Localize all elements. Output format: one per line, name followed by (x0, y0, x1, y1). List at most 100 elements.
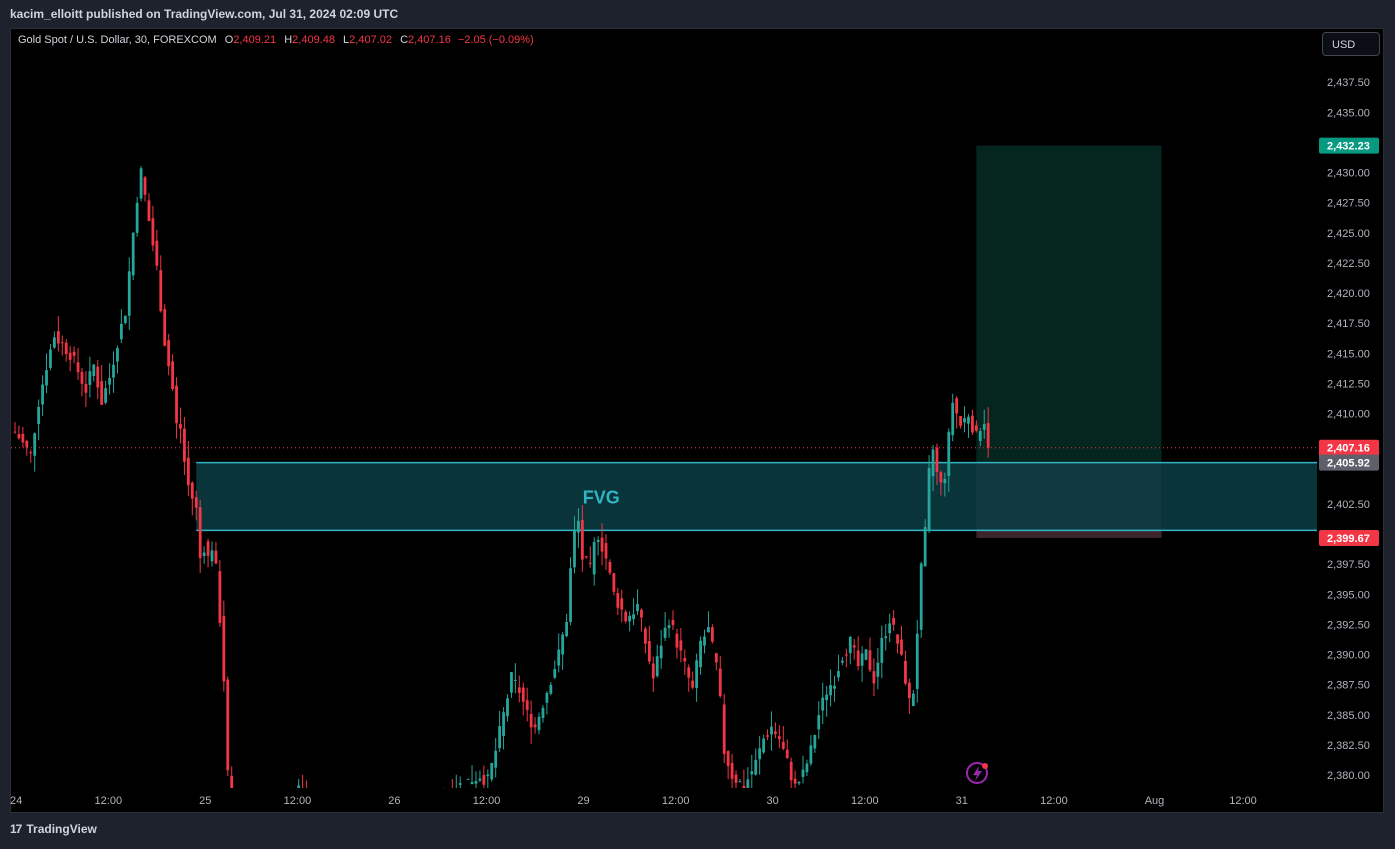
candle-body (624, 611, 628, 622)
candle-body (809, 745, 813, 764)
candle-body (25, 440, 29, 448)
fvg-zone (196, 462, 1318, 531)
y-tick-label: 2,437.50 (1327, 77, 1370, 89)
y-tick-label: 2,420.00 (1327, 288, 1370, 300)
candle-body (628, 615, 632, 622)
candle-body (76, 362, 80, 373)
candle-body (41, 384, 44, 405)
candle-body (163, 309, 167, 346)
candle-body (659, 645, 663, 659)
candle-body (116, 348, 119, 362)
candle-body (707, 627, 710, 633)
candle-body (521, 687, 525, 702)
fvg-label: FVG (583, 488, 620, 508)
candle-body (884, 636, 888, 639)
candle-body (72, 351, 76, 356)
target-price-badge-bg (1319, 137, 1379, 154)
candle-body (758, 748, 762, 760)
candle-body (218, 571, 222, 623)
candle-body (931, 449, 935, 477)
candle-body (49, 349, 52, 368)
y-tick-label: 2,430.00 (1327, 168, 1370, 180)
candle-body (817, 715, 821, 730)
candle-body (746, 779, 750, 788)
candle-body (470, 781, 474, 785)
candle-body (127, 271, 131, 316)
candle-body (159, 270, 163, 312)
candle-body (699, 640, 702, 668)
legend-close-value: 2,407.16 (408, 34, 451, 46)
candle-body (537, 716, 541, 731)
candle-body (848, 636, 852, 654)
legend-high-label: H (284, 34, 293, 46)
candle-body (60, 342, 64, 344)
y-tick-label: 2,412.50 (1327, 378, 1370, 390)
candle-body (517, 687, 521, 693)
candle-body (978, 431, 982, 441)
candle-body (541, 707, 545, 718)
candle-body (183, 428, 186, 462)
candle-body (396, 837, 399, 838)
y-tick-label: 2,397.50 (1327, 559, 1370, 571)
candle-body (718, 668, 722, 697)
candle-body (64, 342, 68, 354)
candle-body (190, 482, 194, 499)
y-tick-label: 2,392.50 (1327, 619, 1370, 631)
candle-body (317, 831, 320, 843)
x-tick-label: 12:00 (1229, 795, 1257, 807)
candle-body (577, 520, 580, 533)
candle-body (352, 828, 355, 836)
candle-body (466, 778, 470, 780)
legend-symbol: Gold Spot / U.S. Dollar, 30, FOREXCOM (18, 34, 217, 46)
candle-body (143, 177, 147, 195)
x-tick-label: 12:00 (662, 795, 690, 807)
x-tick-label: 12:00 (851, 795, 879, 807)
candle-body (565, 621, 568, 637)
candle-body (392, 830, 395, 836)
candle-body (167, 340, 171, 367)
candle-body (494, 750, 498, 768)
candle-body (860, 653, 864, 666)
last-price-badge: 2,407.16 (1327, 443, 1370, 455)
candle-body (963, 418, 966, 423)
candle-body (80, 371, 84, 384)
candle-body (68, 352, 72, 360)
candle-body (671, 619, 675, 626)
candle-body (935, 447, 939, 472)
target-price-badge: 2,432.23 (1327, 141, 1370, 153)
candle-body (841, 660, 844, 663)
candle-body (380, 825, 383, 832)
candle-body (777, 736, 781, 740)
candle-body (927, 467, 931, 531)
y-tick-label: 2,435.00 (1327, 107, 1370, 119)
candle-body (56, 331, 60, 344)
candle-body (750, 771, 754, 775)
candle-body (825, 694, 829, 701)
candle-body (837, 671, 840, 678)
candle-body (573, 530, 576, 568)
candle-body (278, 835, 281, 849)
candle-body (655, 656, 659, 677)
y-tick-label: 2,417.50 (1327, 318, 1370, 330)
legend-change: −2.05 (−0.09%) (457, 34, 534, 46)
candle-body (943, 479, 947, 484)
y-tick-label: 2,425.00 (1327, 228, 1370, 240)
candle-body (384, 827, 387, 832)
candle-body (345, 835, 348, 840)
candle-body (447, 795, 450, 797)
candle-body (53, 337, 56, 348)
candles-group (13, 165, 990, 849)
candle-body (198, 507, 202, 559)
candle-body (388, 827, 391, 829)
candle-body (119, 323, 123, 340)
target-zone (976, 145, 1162, 463)
currency-button[interactable]: USD (1322, 32, 1380, 56)
publish-header: kacim_elloitt published on TradingView.c… (0, 0, 1395, 28)
stop-price-badge-bg (1319, 529, 1379, 546)
entry-price-badge-bg (1319, 454, 1379, 471)
y-tick-label: 2,427.50 (1327, 198, 1370, 210)
candle-body (175, 385, 178, 424)
candle-body (139, 168, 143, 199)
candle-body (687, 667, 691, 678)
